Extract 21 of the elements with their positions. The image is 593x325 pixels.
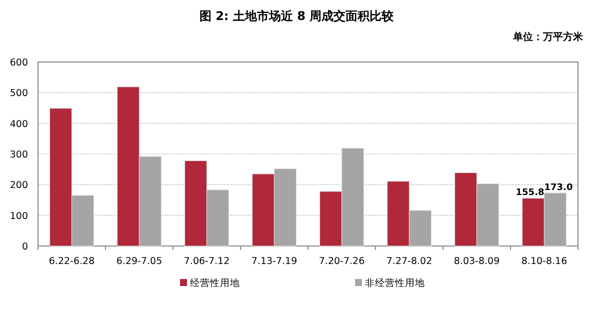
y-tick-label: 0 (22, 242, 28, 252)
y-tick-label: 200 (10, 180, 28, 192)
chart-subtitle: 单位：万平方米 (512, 31, 584, 43)
x-tick-label: 6.22-6.28 (48, 256, 95, 267)
data-label: 155.8 (516, 188, 544, 198)
x-tick-label: 7.06-7.12 (184, 256, 230, 267)
y-tick-label: 400 (10, 118, 28, 130)
x-tick-label: 8.03-8.09 (454, 256, 500, 267)
x-tick-label: 6.29-7.05 (116, 256, 162, 267)
chart-title: 图 2: 土地市场近 8 周成交面积比较 (199, 9, 395, 23)
y-tick-label: 600 (10, 58, 28, 68)
legend-label: 经营性用地 (190, 277, 240, 289)
y-tick-label: 300 (10, 150, 28, 160)
y-tick-label: 100 (10, 210, 28, 222)
x-tick-label: 7.13-7.19 (251, 256, 298, 267)
y-tick-label: 500 (10, 88, 28, 100)
x-tick-label: 7.27-8.02 (386, 256, 432, 267)
legend-label: 非经营性用地 (365, 277, 425, 289)
data-label: 173.0 (544, 182, 573, 193)
x-tick-label: 7.20-7.26 (318, 256, 365, 267)
x-tick-label: 8.10-8.16 (521, 256, 568, 267)
